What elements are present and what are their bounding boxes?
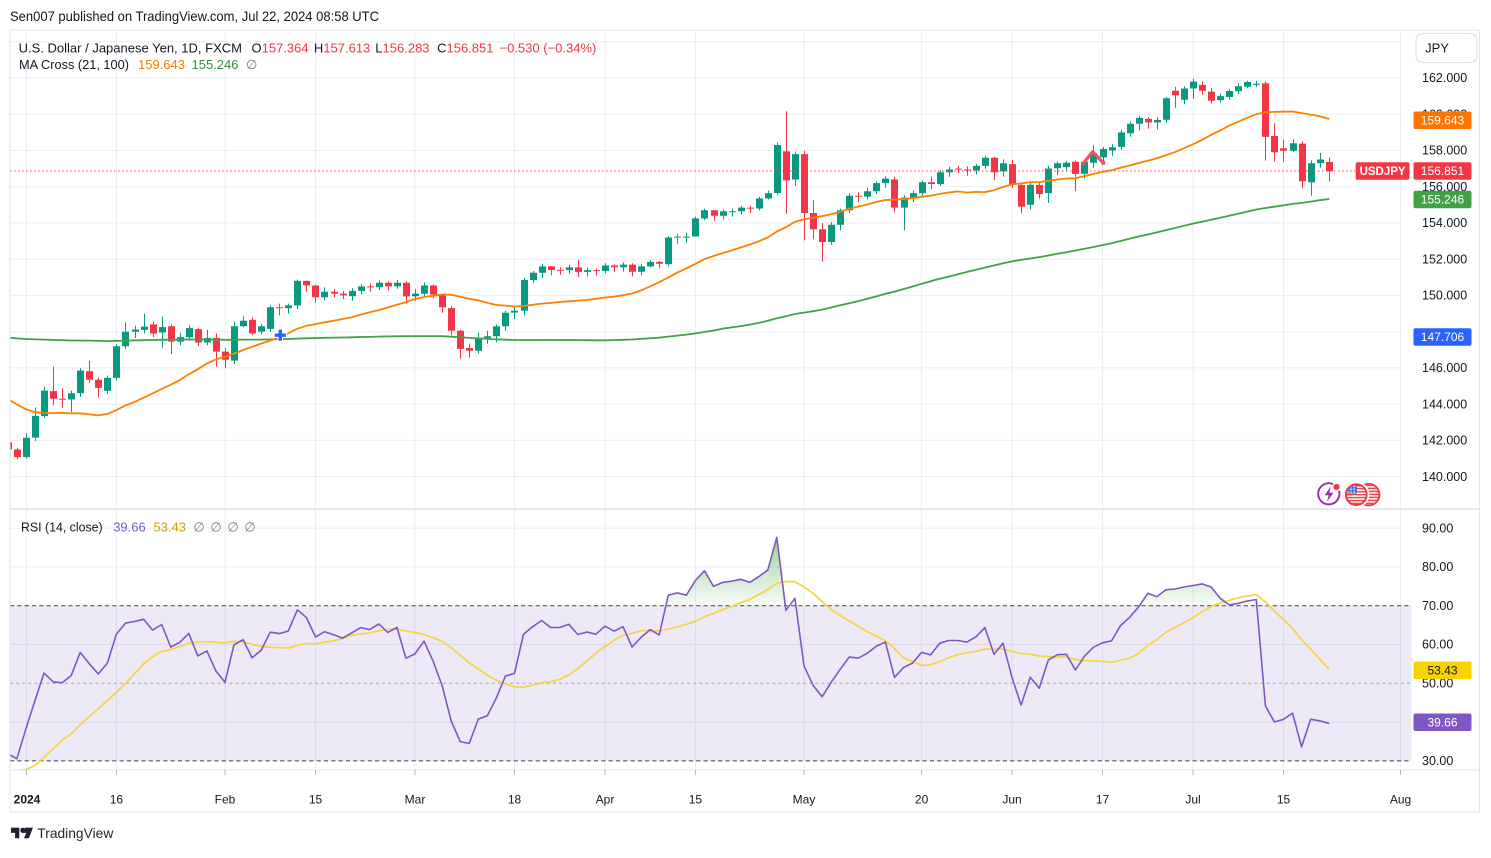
svg-text:Apr: Apr [596, 793, 615, 807]
svg-text:20: 20 [915, 793, 929, 807]
svg-text:30.00: 30.00 [1422, 754, 1453, 768]
svg-text:39.66: 39.66 [1427, 716, 1457, 730]
svg-text:May: May [793, 793, 816, 807]
svg-text:Mar: Mar [405, 793, 426, 807]
svg-text:158.000: 158.000 [1422, 144, 1467, 158]
svg-text:∅: ∅ [227, 519, 238, 534]
svg-text:2024: 2024 [14, 793, 41, 807]
svg-text:U.S. Dollar / Japanese Yen, 1D: U.S. Dollar / Japanese Yen, 1D, FXCM O157… [19, 41, 597, 56]
svg-text:159.643: 159.643 [1421, 114, 1465, 128]
svg-text:Aug: Aug [1390, 793, 1411, 807]
svg-text:TradingView: TradingView [37, 825, 114, 841]
svg-text:150.000: 150.000 [1422, 289, 1467, 303]
svg-text:60.00: 60.00 [1422, 638, 1453, 652]
svg-text:Feb: Feb [215, 793, 236, 807]
svg-text:∅: ∅ [244, 519, 255, 534]
svg-text:146.000: 146.000 [1422, 361, 1467, 375]
svg-text:∅: ∅ [210, 519, 221, 534]
svg-text:∅: ∅ [193, 519, 204, 534]
svg-text:50.00: 50.00 [1422, 676, 1453, 690]
svg-text:152.000: 152.000 [1422, 252, 1467, 266]
svg-text:144.000: 144.000 [1422, 397, 1467, 411]
svg-text:Jul: Jul [1185, 793, 1200, 807]
svg-text:140.000: 140.000 [1422, 470, 1467, 484]
svg-text:70.00: 70.00 [1422, 599, 1453, 613]
svg-text:16: 16 [110, 793, 124, 807]
svg-text:154.000: 154.000 [1422, 216, 1467, 230]
svg-text:USDJPY: USDJPY [1360, 166, 1406, 178]
svg-text:156.000: 156.000 [1422, 180, 1467, 194]
svg-text:18: 18 [508, 793, 522, 807]
svg-text:142.000: 142.000 [1422, 434, 1467, 448]
svg-text:147.706: 147.706 [1421, 330, 1465, 344]
svg-text:155.246: 155.246 [1421, 193, 1465, 207]
svg-text:17: 17 [1096, 793, 1110, 807]
svg-text:53.43: 53.43 [1427, 663, 1457, 677]
svg-text:JPY: JPY [1425, 41, 1449, 56]
svg-text:15: 15 [1277, 793, 1291, 807]
svg-text:15: 15 [309, 793, 323, 807]
svg-text:80.00: 80.00 [1422, 560, 1453, 574]
svg-text:15: 15 [689, 793, 703, 807]
svg-text:90.00: 90.00 [1422, 521, 1453, 535]
svg-text:162.000: 162.000 [1422, 71, 1467, 85]
svg-text:Sen007 published on TradingVie: Sen007 published on TradingView.com, Jul… [10, 8, 379, 24]
svg-text:Jun: Jun [1002, 793, 1021, 807]
svg-text:156.851: 156.851 [1421, 164, 1465, 178]
